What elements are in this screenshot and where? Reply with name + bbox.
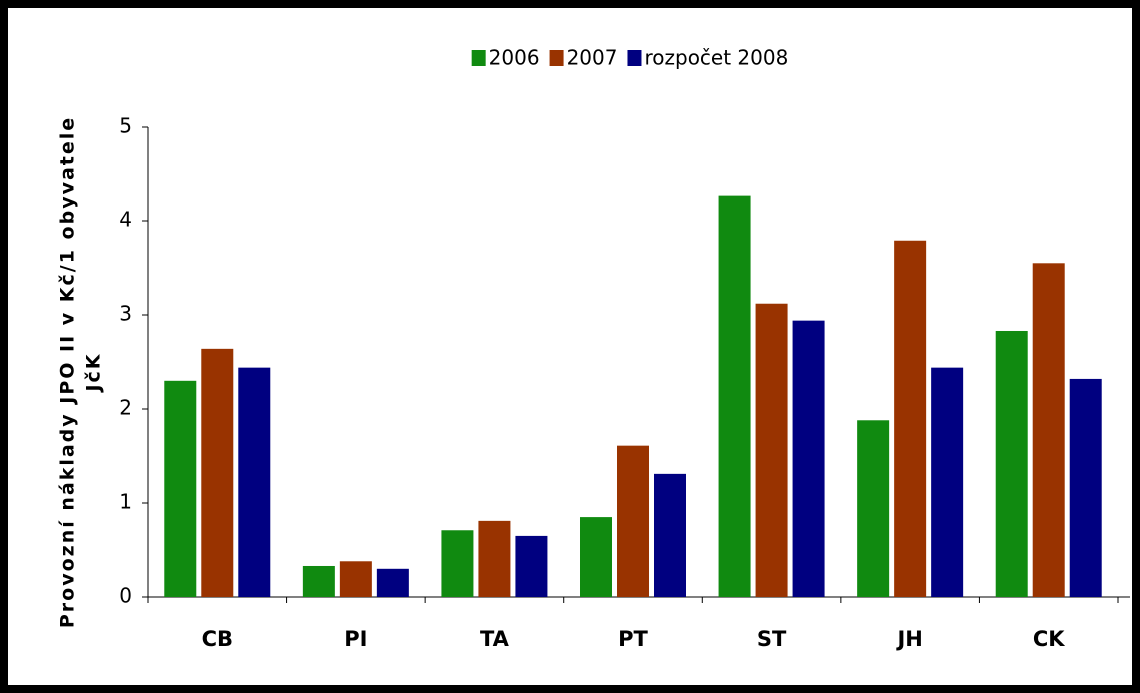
bar (718, 195, 751, 597)
y-axis-label: JčK (83, 352, 105, 393)
y-tick-label: 1 (119, 490, 132, 514)
y-tick-label: 2 (119, 396, 132, 420)
bar (376, 568, 409, 597)
bar (1032, 263, 1065, 597)
x-tick-label: CK (1033, 627, 1065, 651)
bar (339, 561, 372, 597)
bar (441, 530, 474, 597)
bar (302, 565, 335, 597)
y-tick-label: 4 (119, 208, 132, 232)
y-tick-label: 0 (119, 584, 132, 608)
bar (478, 520, 511, 597)
y-tick-label: 3 (119, 302, 132, 326)
bar (755, 303, 788, 597)
legend-label: rozpočet 2008 (644, 46, 788, 70)
x-tick-label: ST (757, 627, 787, 651)
bar (931, 367, 964, 597)
bar (792, 320, 825, 597)
bar (894, 240, 927, 598)
y-axis-label: Provozní náklady JPO II v Kč/1 obyvatele (57, 116, 79, 628)
bar (995, 330, 1028, 597)
legend-swatch (627, 50, 642, 66)
bar (238, 367, 271, 597)
x-tick-label: CB (202, 627, 233, 651)
legend-swatch (471, 50, 486, 66)
legend-label: 2006 (489, 46, 540, 70)
bar (580, 517, 612, 597)
x-tick-label: PI (344, 627, 367, 651)
x-tick-label: PT (618, 627, 648, 651)
legend-swatch (549, 50, 564, 66)
bar (164, 380, 197, 597)
bar (1069, 378, 1102, 597)
bar (201, 348, 234, 597)
x-tick-label: TA (480, 627, 510, 651)
bar (515, 535, 548, 597)
legend: 2006 2007 rozpočet 2008 (471, 46, 788, 70)
legend-label: 2007 (567, 46, 618, 70)
bar (617, 445, 649, 597)
bar (857, 420, 890, 597)
x-tick-label: JH (895, 627, 922, 651)
y-tick-label: 5 (119, 114, 132, 138)
bar (654, 473, 686, 597)
